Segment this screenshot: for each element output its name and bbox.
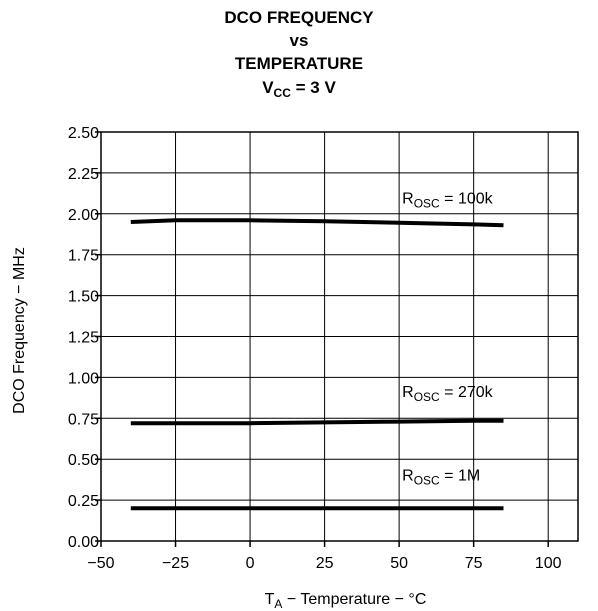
y-tick-label: 1.50 [68,289,99,306]
x-tick-label: 100 [535,555,562,572]
x-tick-label: 50 [390,555,408,572]
title-line-2: vs [289,31,309,50]
x-tick-label: −25 [162,555,189,572]
title-vcc-sub: CC [273,86,291,100]
y-tick-label: 0.75 [68,411,99,428]
x-axis-label: TA − Temperature − °C [265,591,427,611]
series-label: ROSC = 1M [402,467,480,487]
y-tick-label: 0.25 [68,493,99,510]
y-tick-label: 1.75 [68,248,99,265]
y-tick-label: 0.50 [68,452,99,469]
title-line-4: VCC = 3 V [0,78,598,100]
x-tick-label: 0 [246,555,255,572]
title-vcc-main: V [262,78,274,97]
title-line-3: TEMPERATURE [234,54,364,73]
series-label: ROSC = 100k [402,190,494,210]
y-tick-label: 2.25 [68,166,99,183]
y-tick-label: 1.25 [68,330,99,347]
series-line [130,218,504,228]
y-tick-label: 1.00 [68,370,99,387]
y-tick-label: 2.00 [68,207,99,224]
series-label: ROSC = 270k [402,384,494,404]
series-line [130,418,504,426]
x-tick-label: 25 [316,555,334,572]
y-tick-label: 0.00 [68,534,99,551]
x-tick-label: −50 [87,555,114,572]
title-line-1: DCO FREQUENCY [224,8,374,27]
y-tick-label: 2.50 [68,125,99,142]
x-tick-label: 75 [465,555,483,572]
y-axis-label: DCO Frequency − MHz [11,247,28,414]
title-vcc-value: = 3 V [290,78,336,97]
